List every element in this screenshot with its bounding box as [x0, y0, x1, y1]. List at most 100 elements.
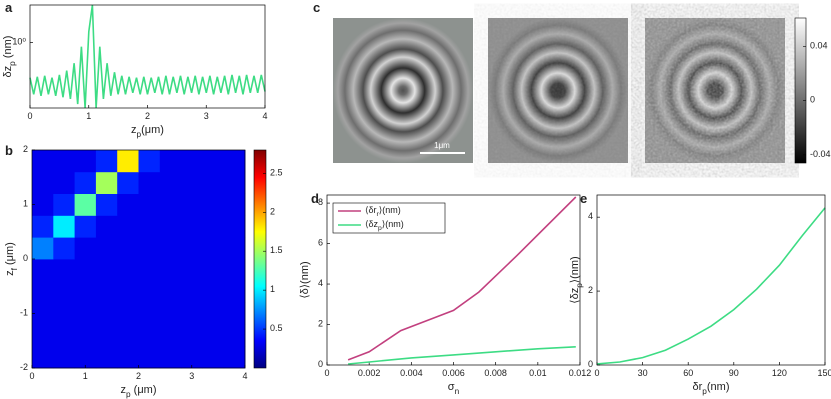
noise	[645, 18, 785, 163]
colorbar-tick-label: 2.5	[270, 168, 283, 178]
heat-cell	[159, 346, 182, 369]
heat-cell	[32, 215, 54, 238]
heat-cell	[159, 150, 182, 173]
heat-cell	[181, 302, 203, 325]
heat-cell	[223, 324, 246, 347]
heat-cell	[138, 150, 161, 173]
plot-frame	[31, 149, 246, 369]
heat-cell	[117, 215, 139, 238]
y-tick-label: 0	[318, 359, 323, 369]
y-tick-label: 2	[23, 144, 28, 154]
heat-cell	[138, 302, 161, 325]
heat-cell	[74, 215, 97, 238]
heat-cell	[202, 237, 225, 260]
x-tick-label: 0.012	[569, 368, 592, 378]
heat-cell	[117, 150, 139, 173]
y-tick-label: -1	[20, 308, 28, 318]
heat-cell	[74, 150, 97, 173]
heat-cell	[138, 237, 161, 260]
x-tick-label: 2	[145, 111, 150, 121]
heat-cell	[74, 259, 97, 282]
x-axis-label: zp(μm)	[131, 124, 164, 139]
x-axis-label: zp (μm)	[121, 384, 157, 399]
legend-label: ⟨δzp⟩(nm)	[365, 219, 404, 232]
heat-cell	[74, 237, 97, 260]
heat-cell	[181, 215, 203, 238]
heat-cell	[32, 346, 54, 369]
scale-bar-label: 1μm	[434, 141, 450, 150]
panel-label: d	[311, 191, 319, 206]
heat-cell	[74, 346, 97, 369]
y-axis-label: zf (μm)	[4, 242, 19, 276]
heat-cell	[202, 259, 225, 282]
image	[333, 18, 473, 163]
heat-cell	[138, 324, 161, 347]
x-tick-label: 60	[683, 368, 693, 378]
heat-cell	[181, 150, 203, 173]
y-tick-label: 10⁰	[12, 37, 26, 47]
heat-cell	[32, 324, 54, 347]
heat-cell	[202, 150, 225, 173]
heat-cell	[53, 280, 75, 303]
heat-cell	[32, 150, 54, 173]
heat-cell	[223, 193, 246, 216]
y-tick-label: 4	[318, 278, 323, 288]
heat-cell	[32, 237, 54, 260]
heat-cell	[117, 302, 139, 325]
x-tick-label: 120	[772, 368, 787, 378]
heat-cell	[117, 171, 139, 194]
y-tick-label: 4	[588, 212, 593, 222]
heat-cell	[74, 324, 97, 347]
x-tick-label: 0.006	[442, 368, 465, 378]
heat-cell	[117, 259, 139, 282]
plot-frame	[596, 194, 826, 366]
y-tick-label: 0	[588, 359, 593, 369]
heat-cell	[95, 193, 118, 216]
panel-label: b	[5, 143, 13, 158]
noise	[488, 18, 628, 163]
heat-cell	[223, 150, 246, 173]
y-tick-label: 1	[23, 199, 28, 209]
legend-box	[332, 202, 446, 234]
data-line	[348, 346, 576, 365]
x-tick-label: 30	[638, 368, 648, 378]
heat-cell	[159, 259, 182, 282]
heat-cell	[159, 193, 182, 216]
x-tick-label: 150	[817, 368, 831, 378]
heat-cell	[159, 302, 182, 325]
heat-cell	[32, 280, 54, 303]
heat-cell	[74, 171, 97, 194]
heat-cell	[138, 280, 161, 303]
heat-cell	[95, 346, 118, 369]
heat-cell	[53, 346, 75, 369]
y-tick-label: 2	[318, 319, 323, 329]
heat-cell	[95, 280, 118, 303]
heat-cell	[159, 171, 182, 194]
heat-cell	[32, 259, 54, 282]
panel-label: c	[313, 0, 320, 15]
heat-cell	[159, 324, 182, 347]
x-tick-label: 4	[262, 111, 267, 121]
colorbar	[794, 17, 807, 164]
heat-cell	[53, 237, 75, 260]
heat-cell	[202, 193, 225, 216]
x-tick-label: 0.004	[400, 368, 423, 378]
heat-cell	[95, 150, 118, 173]
heat-cell	[181, 346, 203, 369]
heat-cell	[32, 302, 54, 325]
heat-cell	[117, 346, 139, 369]
heat-cell	[202, 302, 225, 325]
heat-cell	[95, 302, 118, 325]
colorbar-tick-label: -0.04	[810, 149, 831, 159]
heat-cell	[202, 171, 225, 194]
heat-cell	[117, 280, 139, 303]
heat-cell	[181, 324, 203, 347]
heat-cell	[159, 280, 182, 303]
colorbar-tick-label: 0.04	[810, 41, 828, 51]
heat-cell	[159, 215, 182, 238]
heat-cell	[138, 259, 161, 282]
y-tick-label: 0	[23, 253, 28, 263]
heat-cell	[181, 237, 203, 260]
colorbar-tick-label: 0	[810, 95, 815, 105]
